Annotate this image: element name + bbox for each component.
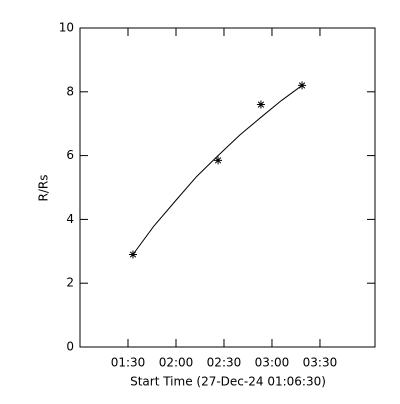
fit-line — [132, 85, 303, 255]
data-point — [214, 156, 223, 165]
x-axis-label: Start Time (27-Dec-24 01:06:30) — [130, 375, 326, 389]
x-tick-label: 03:30 — [303, 356, 338, 370]
y-tick-label: 6 — [66, 148, 74, 162]
x-tick-label: 02:30 — [207, 356, 242, 370]
y-tick-label: 2 — [66, 276, 74, 290]
x-tick-label: 02:00 — [159, 356, 194, 370]
y-tick-label: 8 — [66, 84, 74, 98]
plot-frame — [79, 27, 376, 348]
x-tick-label: 01:30 — [111, 356, 146, 370]
y-tick-label: 0 — [66, 340, 74, 354]
x-tick-label: 03:00 — [255, 356, 290, 370]
y-tick-label: 10 — [59, 21, 74, 35]
data-point — [298, 81, 307, 90]
y-axis-label: R/Rs — [37, 175, 51, 202]
data-point — [256, 100, 265, 109]
y-tick-label: 4 — [66, 212, 74, 226]
